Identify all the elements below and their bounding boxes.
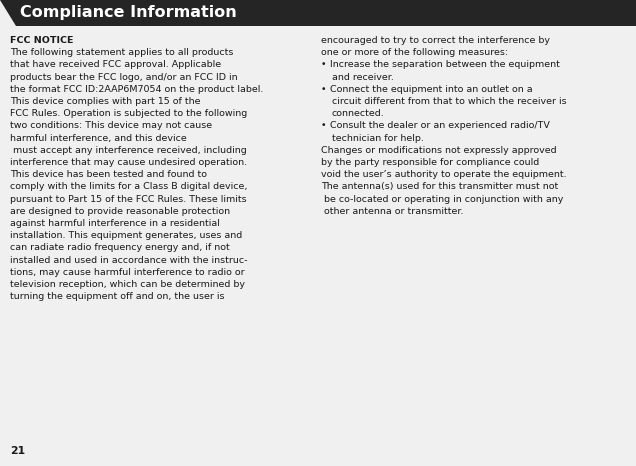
- Text: FCC Rules. Operation is subjected to the following: FCC Rules. Operation is subjected to the…: [10, 109, 247, 118]
- Text: by the party responsible for compliance could: by the party responsible for compliance …: [321, 158, 539, 167]
- Text: FCC NOTICE: FCC NOTICE: [10, 36, 74, 45]
- Text: are designed to provide reasonable protection: are designed to provide reasonable prote…: [10, 207, 230, 216]
- Text: can radiate radio frequency energy and, if not: can radiate radio frequency energy and, …: [10, 243, 230, 253]
- Text: harmful interference, and this device: harmful interference, and this device: [10, 134, 187, 143]
- Text: The following statement applies to all products: The following statement applies to all p…: [10, 48, 233, 57]
- Text: and receiver.: and receiver.: [332, 73, 394, 82]
- Text: against harmful interference in a residential: against harmful interference in a reside…: [10, 219, 220, 228]
- Text: void the user’s authority to operate the equipment.: void the user’s authority to operate the…: [321, 170, 567, 179]
- Text: connected.: connected.: [332, 109, 385, 118]
- Text: interference that may cause undesired operation.: interference that may cause undesired op…: [10, 158, 247, 167]
- Text: This device has been tested and found to: This device has been tested and found to: [10, 170, 207, 179]
- Text: other antenna or transmitter.: other antenna or transmitter.: [321, 207, 464, 216]
- Text: that have received FCC approval. Applicable: that have received FCC approval. Applica…: [10, 61, 221, 69]
- Text: •: •: [321, 61, 326, 69]
- Text: be co-located or operating in conjunction with any: be co-located or operating in conjunctio…: [321, 195, 563, 204]
- Text: one or more of the following measures:: one or more of the following measures:: [321, 48, 508, 57]
- Text: Compliance Information: Compliance Information: [20, 6, 237, 21]
- Text: 21: 21: [10, 446, 25, 456]
- Text: tions, may cause harmful interference to radio or: tions, may cause harmful interference to…: [10, 268, 245, 277]
- Text: must accept any interference received, including: must accept any interference received, i…: [10, 146, 247, 155]
- Text: installed and used in accordance with the instruc-: installed and used in accordance with th…: [10, 255, 247, 265]
- Text: The antenna(s) used for this transmitter must not: The antenna(s) used for this transmitter…: [321, 182, 558, 192]
- Text: Changes or modifications not expressly approved: Changes or modifications not expressly a…: [321, 146, 556, 155]
- Polygon shape: [0, 0, 16, 26]
- Text: installation. This equipment generates, uses and: installation. This equipment generates, …: [10, 231, 242, 240]
- Text: technician for help.: technician for help.: [332, 134, 424, 143]
- Text: two conditions: This device may not cause: two conditions: This device may not caus…: [10, 122, 212, 130]
- Text: encouraged to try to correct the interference by: encouraged to try to correct the interfe…: [321, 36, 550, 45]
- Text: pursuant to Part 15 of the FCC Rules. These limits: pursuant to Part 15 of the FCC Rules. Th…: [10, 195, 247, 204]
- Bar: [0, 0, 636, 26]
- Text: television reception, which can be determined by: television reception, which can be deter…: [10, 280, 245, 289]
- Text: This device complies with part 15 of the: This device complies with part 15 of the: [10, 97, 200, 106]
- Text: comply with the limits for a Class B digital device,: comply with the limits for a Class B dig…: [10, 182, 247, 192]
- Text: turning the equipment off and on, the user is: turning the equipment off and on, the us…: [10, 292, 225, 301]
- Text: •: •: [321, 122, 326, 130]
- Text: Connect the equipment into an outlet on a: Connect the equipment into an outlet on …: [330, 85, 532, 94]
- Text: the format FCC ID:2AAP6M7054 on the product label.: the format FCC ID:2AAP6M7054 on the prod…: [10, 85, 263, 94]
- Text: Increase the separation between the equipment: Increase the separation between the equi…: [330, 61, 560, 69]
- Text: Consult the dealer or an experienced radio/TV: Consult the dealer or an experienced rad…: [330, 122, 550, 130]
- Text: circuit different from that to which the receiver is: circuit different from that to which the…: [332, 97, 567, 106]
- Text: •: •: [321, 85, 326, 94]
- Text: products bear the FCC logo, and/or an FCC ID in: products bear the FCC logo, and/or an FC…: [10, 73, 238, 82]
